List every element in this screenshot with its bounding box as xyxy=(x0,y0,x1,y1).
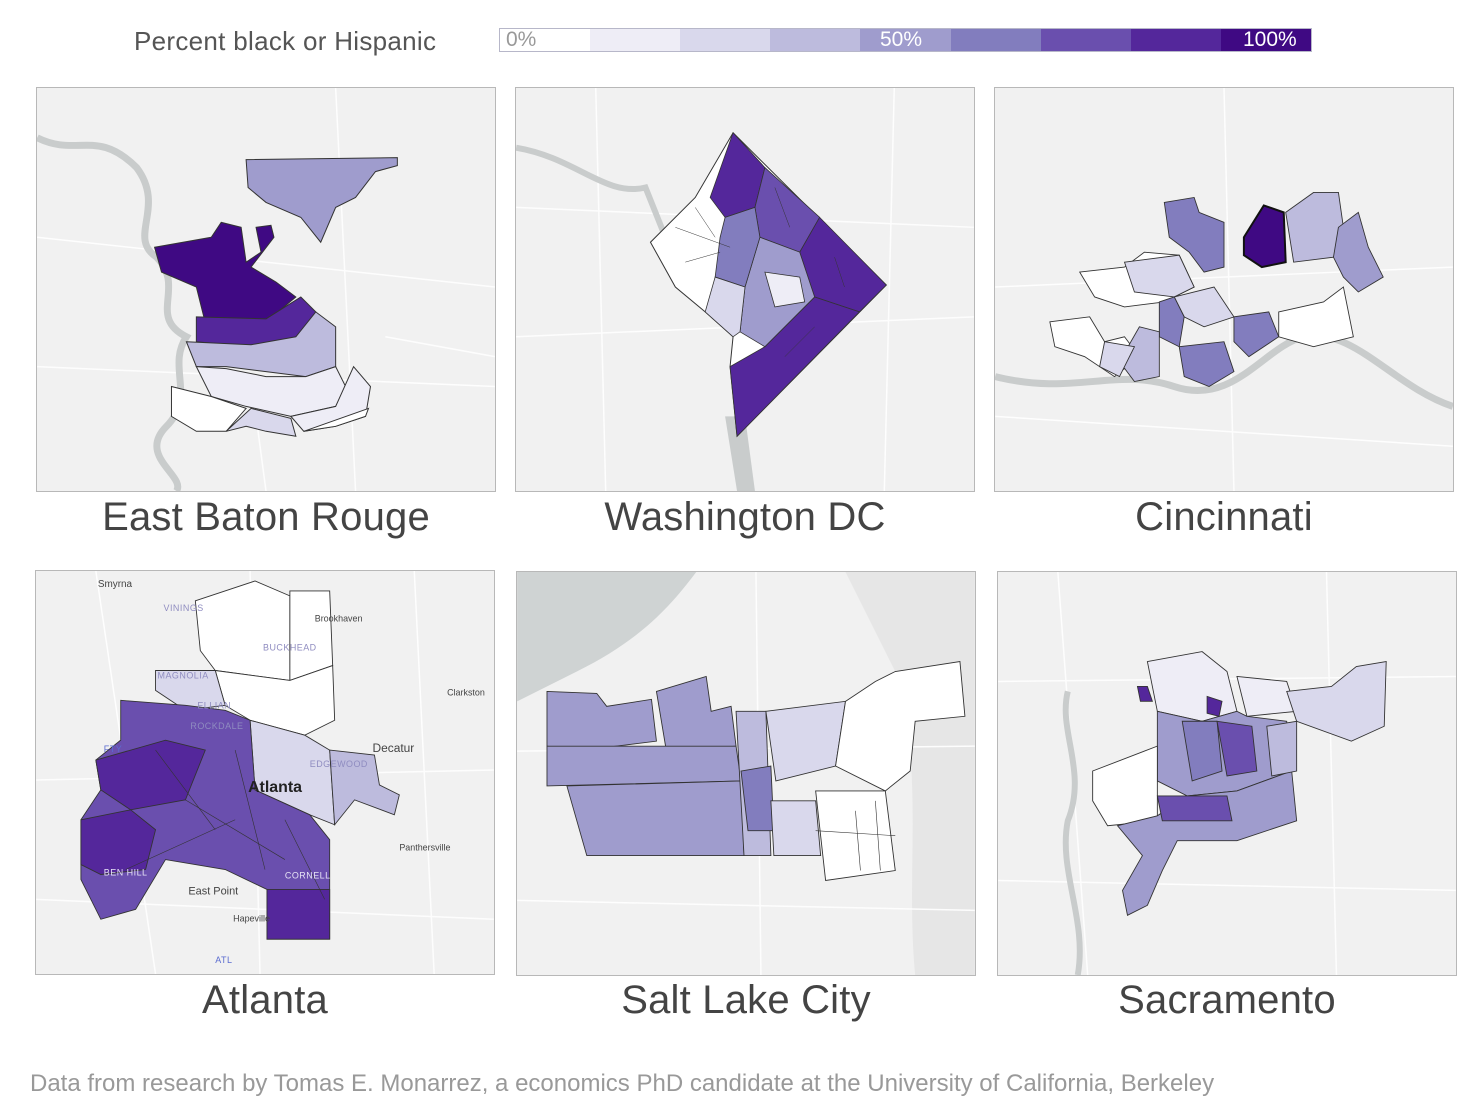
city-label-sacramento: Sacramento xyxy=(1118,978,1336,1022)
city-label-cincinnati: Cincinnati xyxy=(1135,495,1313,539)
legend-tick-mid: 50% xyxy=(880,28,923,51)
place-label: ATL xyxy=(215,955,232,965)
legend-title: Percent black or Hispanic xyxy=(134,26,437,56)
legend-swatch xyxy=(770,29,861,51)
city-label-atlanta: Atlanta xyxy=(202,978,328,1022)
place-label: BUCKHEAD xyxy=(263,643,317,653)
city-label-washington-dc: Washington DC xyxy=(604,495,886,539)
map-washington-dc xyxy=(515,87,975,492)
east-baton-rouge-map xyxy=(37,88,495,491)
place-label: Atlanta xyxy=(248,779,302,796)
city-label-salt-lake-city: Salt Lake City xyxy=(621,978,871,1022)
legend-swatch xyxy=(1040,29,1131,51)
place-label: Clarkston xyxy=(447,687,485,697)
atlanta-map: Smyrna VININGS Brookhaven BUCKHEAD MAGNO… xyxy=(36,571,494,974)
salt-lake-city-map xyxy=(517,572,975,975)
legend-tick-max: 100% xyxy=(1243,28,1297,51)
legend-swatch xyxy=(860,29,951,51)
legend-swatch xyxy=(590,29,681,51)
place-label: East Point xyxy=(188,885,238,897)
map-east-baton-rouge xyxy=(36,87,496,492)
map-salt-lake-city xyxy=(516,571,976,976)
legend-swatch xyxy=(950,29,1041,51)
legend-swatch xyxy=(1130,29,1221,51)
place-label: FTY xyxy=(104,744,122,754)
place-label: Hapeville xyxy=(233,913,270,923)
place-label: ELLIAN xyxy=(197,700,231,710)
place-label: VININGS xyxy=(164,603,204,613)
legend-swatch xyxy=(680,29,771,51)
place-label: Panthersville xyxy=(399,843,450,853)
place-label: Decatur xyxy=(372,741,414,755)
place-label: BEN HILL xyxy=(104,867,148,877)
place-label: MAGNOLIA xyxy=(158,670,209,680)
legend-color-scale xyxy=(499,28,1312,52)
legend-tick-min: 0% xyxy=(506,28,537,51)
place-label: Smyrna xyxy=(98,579,133,590)
city-label-east-baton-rouge: East Baton Rouge xyxy=(102,495,430,539)
sacramento-map xyxy=(998,572,1456,975)
place-label: CORNELL xyxy=(285,870,331,880)
map-cincinnati xyxy=(994,87,1454,492)
place-label: ROCKDALE xyxy=(190,721,243,731)
legend-swatch xyxy=(500,29,591,51)
map-sacramento xyxy=(997,571,1457,976)
color-legend: Percent black or Hispanic 0% 50% 100% xyxy=(0,24,1484,58)
place-label: EDGEWOOD xyxy=(310,759,368,769)
place-label: Brookhaven xyxy=(315,614,363,624)
legend-swatch xyxy=(1220,29,1311,51)
map-atlanta: Smyrna VININGS Brookhaven BUCKHEAD MAGNO… xyxy=(35,570,495,975)
washington-dc-map xyxy=(516,88,974,491)
cincinnati-map xyxy=(995,88,1453,491)
source-note: Data from research by Tomas E. Monarrez,… xyxy=(30,1070,1215,1097)
